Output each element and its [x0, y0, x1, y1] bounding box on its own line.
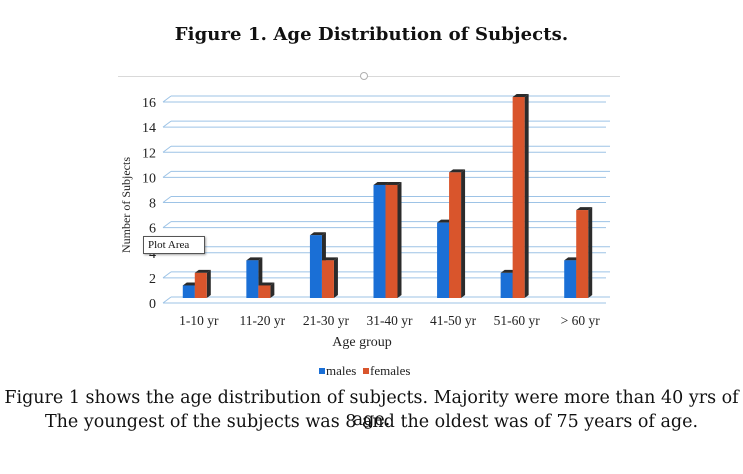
- y-tick-label: 10: [142, 171, 156, 186]
- bars: [182, 94, 593, 298]
- chart-frame: [118, 76, 620, 373]
- bar-side: [588, 207, 593, 298]
- bar-females-0: [194, 272, 207, 298]
- bar-top: [309, 232, 326, 236]
- bar-males-2: [309, 235, 322, 298]
- grid-depth-line: [162, 95, 172, 103]
- bar-side: [397, 181, 402, 298]
- y-axis-label: Number of Subjects: [119, 157, 133, 253]
- y-tick-label: 4: [149, 247, 156, 262]
- y-tick-label: 16: [142, 96, 156, 111]
- bar-top: [512, 94, 529, 97]
- bar-side: [206, 269, 211, 298]
- grid-depth-line: [162, 170, 172, 178]
- legend-swatch-females: [363, 368, 369, 374]
- bar-females-2: [321, 260, 334, 298]
- grid-depth-line: [162, 120, 172, 128]
- bar-side: [270, 282, 275, 298]
- caption-line-1: Figure 1 shows the age distribution of s…: [4, 388, 739, 430]
- caption-line-2: The youngest of the subjects was 8 and t…: [44, 412, 699, 432]
- bar-side: [333, 257, 338, 298]
- bar-top: [449, 169, 466, 173]
- x-axis-label: Age group: [332, 335, 392, 350]
- x-tick-label: 31-40 yr: [366, 313, 413, 328]
- bar-females-1: [258, 285, 271, 298]
- legend: males females: [319, 363, 410, 378]
- y-tick-label: 0: [149, 297, 156, 312]
- x-tick-labels: 1-10 yr 11-20 yr 21-30 yr 31-40 yr 41-50 yr 5…: [179, 313, 600, 328]
- bar-top: [385, 181, 402, 185]
- grid-depth-line: [162, 296, 172, 304]
- x-tick-label: 11-20 yr: [240, 313, 286, 328]
- bar-males-1: [246, 260, 259, 298]
- y-tick-label: 6: [149, 222, 156, 237]
- bar-side: [524, 94, 529, 298]
- bar-females-6: [576, 210, 589, 298]
- legend-label-males: males: [326, 363, 356, 378]
- bar-top: [194, 269, 211, 273]
- bar-females-3: [385, 184, 398, 298]
- bar-males-4: [437, 222, 450, 298]
- y-tick-label: 12: [142, 146, 156, 161]
- bar-top: [373, 181, 390, 185]
- bar-top: [258, 282, 275, 286]
- bar-top: [321, 257, 338, 261]
- chart-resize-handle[interactable]: [360, 72, 368, 80]
- bar-females-5: [512, 97, 525, 298]
- bar-top: [576, 207, 593, 211]
- legend-swatch-males: [319, 368, 325, 374]
- x-tick-label: 41-50 yr: [430, 313, 477, 328]
- y-tick-labels: 0 2 4 6 8 10 12 14 16: [142, 96, 156, 312]
- grid-depth-line: [162, 145, 172, 153]
- bar-males-0: [182, 285, 195, 298]
- x-tick-label: > 60 yr: [561, 313, 601, 328]
- bar-males-6: [564, 260, 577, 298]
- y-tick-label: 14: [142, 121, 156, 136]
- x-tick-label: 51-60 yr: [494, 313, 541, 328]
- bar-side: [461, 169, 466, 298]
- bar-males-5: [500, 272, 513, 298]
- legend-label-females: females: [370, 363, 410, 378]
- x-tick-label: 1-10 yr: [179, 313, 219, 328]
- y-tick-label: 2: [149, 272, 156, 287]
- figure-title: Figure 1. Age Distribution of Subjects.: [174, 24, 569, 45]
- y-tick-label: 8: [149, 197, 156, 212]
- bar-females-4: [449, 172, 462, 298]
- plot-area-tooltip: Plot Area: [143, 236, 205, 254]
- bar-top: [246, 257, 263, 261]
- grid-depth-line: [162, 271, 172, 279]
- bar-males-3: [373, 184, 386, 298]
- x-tick-label: 21-30 yr: [303, 313, 350, 328]
- grid-depth-line: [162, 196, 172, 203]
- grid-depth-line: [162, 221, 172, 229]
